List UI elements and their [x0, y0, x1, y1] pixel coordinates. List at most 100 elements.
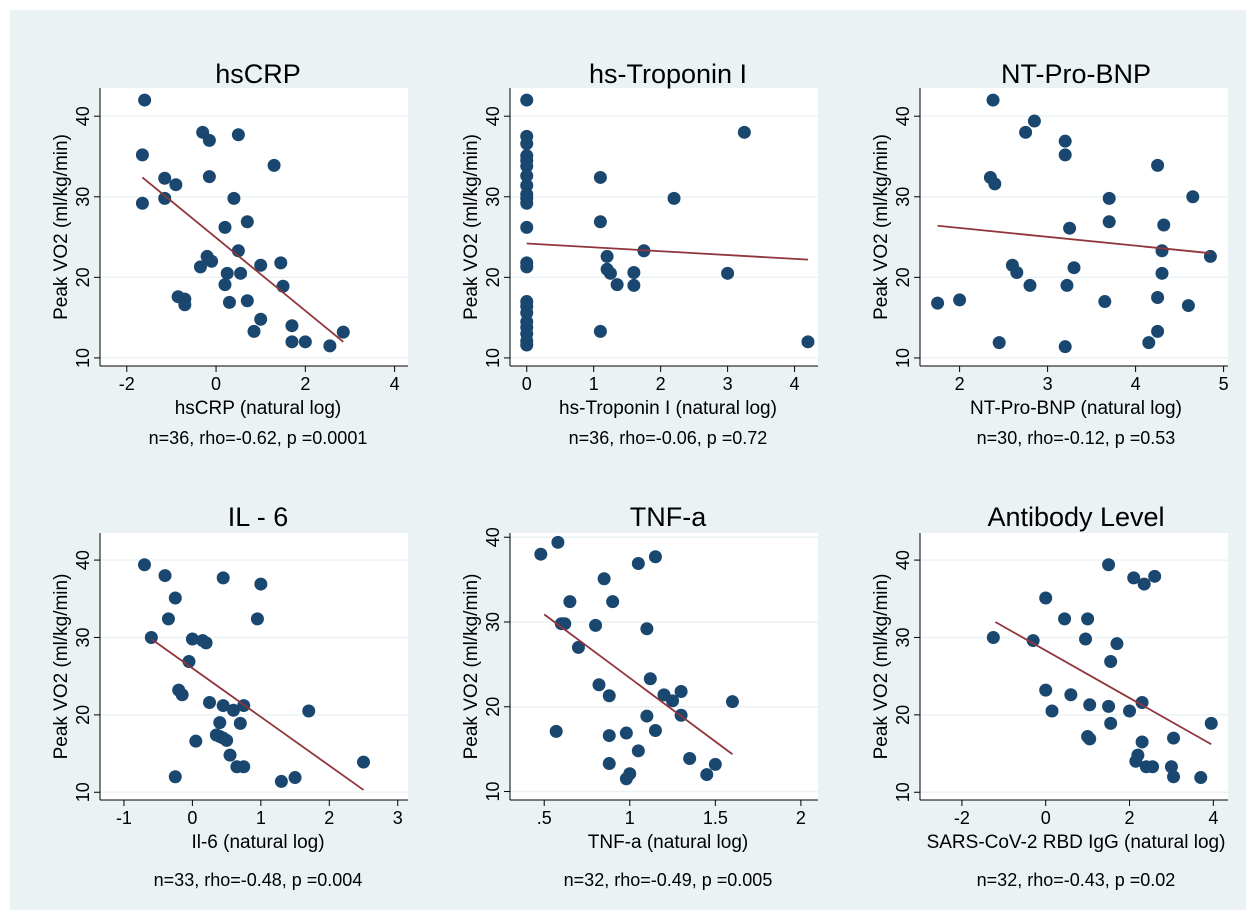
data-point	[172, 683, 186, 697]
stats-note: n=32, rho=-0.43, p =0.02	[977, 870, 1176, 890]
data-point	[169, 178, 183, 192]
y-tick-label: 30	[893, 187, 913, 207]
data-point	[276, 279, 290, 293]
x-tick-label: 0	[187, 808, 197, 828]
data-point	[600, 249, 614, 263]
data-point	[602, 757, 616, 771]
data-point	[992, 336, 1006, 350]
data-point	[737, 125, 751, 139]
stats-note: n=32, rho=-0.49, p =0.005	[564, 870, 773, 890]
fit-line	[543, 613, 733, 755]
data-point	[189, 734, 203, 748]
data-point	[1019, 125, 1033, 139]
panel-6: 10 20 30 40 -2 0 2 4 Antibody Level SARS-CoV-2 RB…	[871, 502, 1228, 890]
data-point	[158, 569, 172, 583]
x-tick-label: 2	[1125, 808, 1135, 828]
data-point	[233, 716, 247, 730]
data-point	[1023, 278, 1037, 292]
y-tick-label: 40	[483, 106, 503, 126]
x-axis-title: NT-Pro-BNP (natural log)	[970, 398, 1182, 419]
x-axis-title: hsCRP (natural log)	[175, 398, 342, 419]
y-tick-label: 10	[483, 782, 503, 802]
data-point	[158, 191, 172, 205]
data-point	[1151, 324, 1165, 338]
data-point	[216, 699, 230, 713]
data-point	[683, 751, 697, 765]
data-point	[1083, 698, 1097, 712]
data-point	[602, 729, 616, 743]
y-tick-label: 40	[73, 550, 93, 570]
data-point	[1064, 688, 1078, 702]
x-tick-label: 3	[1043, 374, 1053, 394]
y-tick-label: 20	[73, 705, 93, 725]
data-point	[1058, 340, 1072, 354]
data-point	[323, 339, 337, 353]
data-point	[700, 768, 714, 782]
x-tick-label: 2	[955, 374, 965, 394]
data-point	[220, 266, 234, 280]
data-point	[667, 191, 681, 205]
data-point	[1079, 632, 1093, 646]
data-point	[1146, 760, 1160, 774]
x-tick-label: 0	[522, 374, 532, 394]
data-point	[1164, 760, 1178, 774]
data-point	[1137, 577, 1151, 591]
y-tick-label: 10	[73, 348, 93, 368]
data-point	[1067, 261, 1081, 275]
data-point	[648, 723, 662, 737]
data-point	[285, 335, 299, 349]
data-point	[205, 254, 219, 268]
x-tick-label: 1	[256, 808, 266, 828]
x-axis-title: TNF-a (natural log)	[588, 832, 749, 853]
data-point	[1181, 299, 1195, 313]
data-point	[988, 177, 1002, 191]
data-point	[1155, 266, 1169, 280]
y-tick-label: 20	[73, 267, 93, 287]
data-point	[1098, 295, 1112, 309]
fit-line	[150, 638, 365, 791]
data-point	[593, 170, 607, 184]
x-tick-label: 2	[796, 808, 806, 828]
data-point	[1151, 158, 1165, 172]
fit-line	[141, 176, 344, 343]
data-point	[302, 704, 316, 718]
data-point	[1081, 612, 1095, 626]
data-point	[178, 298, 192, 312]
data-point	[1148, 569, 1162, 583]
x-tick-label: 1	[589, 374, 599, 394]
panel-1: 10 20 30 40 -2 0 2 4 hsCRP hsCRP (natural log) Pea…	[51, 59, 408, 448]
data-point	[137, 558, 151, 572]
data-point	[674, 685, 688, 699]
data-point	[168, 591, 182, 605]
x-tick-label: .5	[537, 808, 552, 828]
data-point	[986, 630, 1000, 644]
x-tick-label: 0	[1041, 808, 1051, 828]
data-point	[254, 258, 268, 272]
panel-2: 10 20 30 40 0 1 2 3 4 hs-Troponin I hs-Troponin I …	[461, 59, 818, 448]
data-point	[520, 137, 534, 151]
y-tick-label: 40	[73, 106, 93, 126]
data-point	[1157, 218, 1171, 232]
data-point	[1110, 637, 1124, 651]
data-point	[222, 295, 236, 309]
y-tick-label: 40	[893, 550, 913, 570]
data-point	[218, 278, 232, 292]
x-tick-label: 2	[656, 374, 666, 394]
data-point	[158, 171, 172, 185]
y-tick-label: 30	[483, 187, 503, 207]
data-point	[597, 572, 611, 586]
data-point	[138, 93, 152, 107]
data-point	[1194, 771, 1208, 785]
data-point	[593, 324, 607, 338]
plot-region	[100, 88, 408, 366]
y-tick-label: 30	[73, 187, 93, 207]
data-point	[135, 148, 149, 162]
y-axis-title: Peak VO2 (ml/kg/min)	[871, 574, 892, 760]
data-point	[1167, 731, 1181, 745]
data-point	[640, 709, 654, 723]
data-point	[1083, 732, 1097, 746]
data-point	[619, 772, 633, 786]
data-point	[199, 636, 213, 650]
data-point	[602, 689, 616, 703]
